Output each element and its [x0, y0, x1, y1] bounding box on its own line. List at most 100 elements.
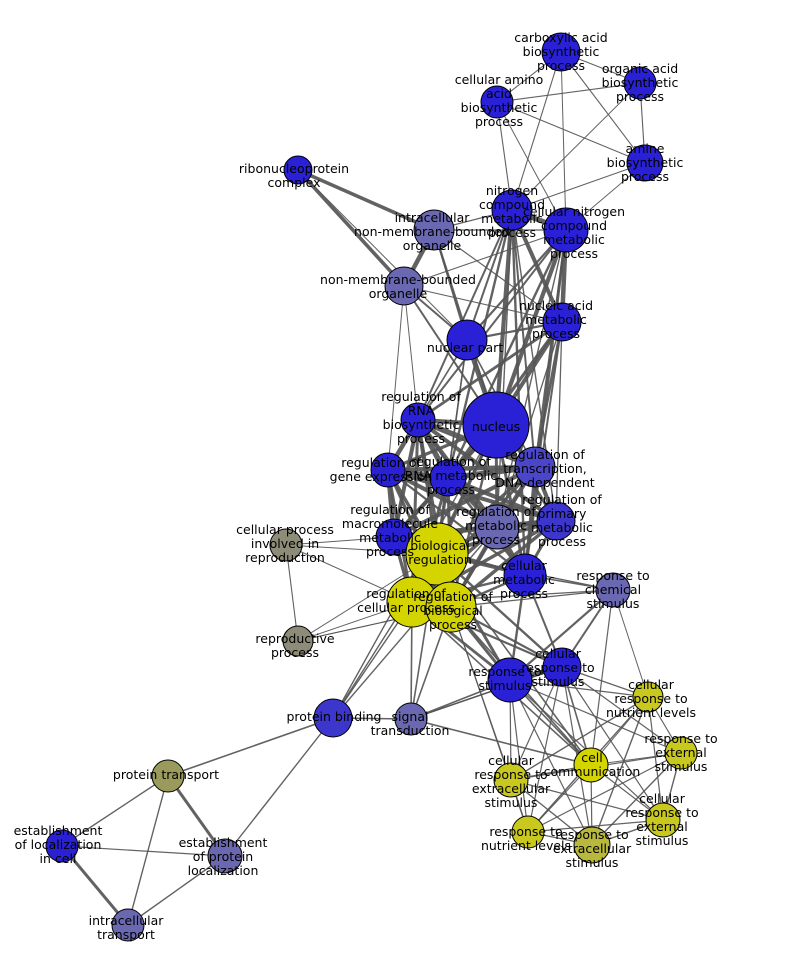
graph-edge	[403, 285, 419, 421]
graph-node[interactable]	[573, 826, 611, 864]
graph-node[interactable]	[542, 302, 582, 342]
graph-edge	[417, 320, 563, 422]
graph-node[interactable]	[313, 698, 353, 738]
graph-edge	[647, 696, 664, 821]
graph-edge	[387, 285, 405, 471]
graph-edge	[527, 819, 664, 833]
graph-node[interactable]	[429, 459, 467, 497]
graph-edge	[393, 465, 536, 539]
graph-edge	[591, 696, 649, 846]
graph-edge	[410, 666, 563, 720]
graph-edge	[511, 162, 646, 211]
graph-edge	[493, 209, 515, 426]
graph-edge	[561, 666, 664, 821]
graph-edge	[523, 229, 568, 576]
graph-edge	[224, 717, 334, 857]
graph-node[interactable]	[491, 189, 533, 231]
graph-edge	[410, 718, 592, 766]
graph-node[interactable]	[462, 391, 530, 459]
graph-node[interactable]	[283, 155, 313, 185]
graph-edge	[510, 666, 563, 781]
graph-node[interactable]	[384, 266, 424, 306]
graph-edge	[61, 845, 226, 857]
graph-edge	[496, 229, 567, 528]
graph-node[interactable]	[503, 553, 547, 597]
graph-node[interactable]	[542, 647, 582, 687]
graph-edge	[297, 168, 435, 232]
graph-node[interactable]	[514, 446, 556, 488]
graph-edge	[496, 101, 646, 164]
graph-edge	[403, 285, 563, 323]
graph-node[interactable]	[645, 802, 681, 838]
graph-node[interactable]	[632, 681, 664, 713]
graph-edge	[60, 845, 130, 926]
graph-edge	[591, 752, 682, 846]
graph-node[interactable]	[595, 572, 631, 608]
graph-edge	[127, 775, 169, 926]
graph-node[interactable]	[405, 522, 469, 586]
graph-node[interactable]	[536, 501, 576, 541]
graph-edge	[496, 82, 641, 103]
graph-edge	[509, 679, 682, 754]
graph-edge	[127, 855, 226, 926]
graph-edge	[527, 752, 682, 833]
graph-edge	[510, 696, 649, 781]
graph-node[interactable]	[394, 702, 428, 736]
graph-edge	[297, 169, 468, 341]
graph-edge	[509, 679, 529, 833]
graph-edge	[450, 589, 614, 608]
graph-edge	[560, 51, 646, 164]
graph-node[interactable]	[207, 838, 243, 874]
graph-node[interactable]	[151, 759, 185, 793]
graph-node[interactable]	[493, 762, 529, 798]
graph-edge	[511, 82, 641, 211]
graph-node[interactable]	[413, 209, 455, 251]
graph-edge	[510, 779, 664, 821]
graph-edge	[511, 51, 562, 211]
graph-node[interactable]	[487, 657, 533, 703]
graph-edge	[403, 229, 567, 287]
graph-edge	[466, 229, 567, 341]
graph-edge	[511, 209, 536, 468]
graph-node[interactable]	[480, 85, 514, 119]
graph-edge	[555, 321, 563, 522]
graph-edge	[509, 679, 649, 698]
graph-node[interactable]	[282, 625, 314, 657]
graph-edge	[496, 101, 567, 231]
nodes-layer	[45, 32, 698, 942]
graph-edge	[387, 469, 526, 576]
graph-edge	[167, 717, 334, 777]
graph-node[interactable]	[425, 581, 477, 633]
graph-node[interactable]	[543, 207, 589, 253]
graph-edge	[61, 775, 169, 847]
graph-node[interactable]	[370, 452, 406, 488]
graph-edge	[590, 589, 614, 766]
graph-edge	[560, 51, 567, 231]
graph-edge	[417, 209, 513, 421]
graph-edge	[296, 168, 406, 288]
graph-node[interactable]	[511, 815, 545, 849]
graph-node[interactable]	[626, 144, 664, 182]
graph-edge	[561, 666, 682, 754]
graph-edge	[509, 589, 614, 681]
graph-node[interactable]	[541, 32, 581, 72]
graph-node[interactable]	[269, 528, 303, 562]
graph-edge	[466, 209, 513, 341]
graph-edge	[417, 229, 567, 421]
graph-node[interactable]	[400, 402, 436, 438]
graph-edge	[527, 666, 563, 833]
graph-node[interactable]	[474, 504, 520, 550]
graph-node[interactable]	[446, 319, 488, 361]
graph-node[interactable]	[111, 908, 145, 942]
graph-node[interactable]	[623, 66, 657, 100]
graph-edge	[509, 679, 593, 846]
graph-node[interactable]	[664, 736, 698, 770]
graph-node[interactable]	[573, 747, 609, 783]
edges-layer	[60, 51, 682, 926]
graph-edge	[433, 229, 563, 323]
graph-edge	[612, 589, 649, 698]
graph-edge	[387, 468, 557, 523]
graph-node[interactable]	[45, 829, 79, 863]
